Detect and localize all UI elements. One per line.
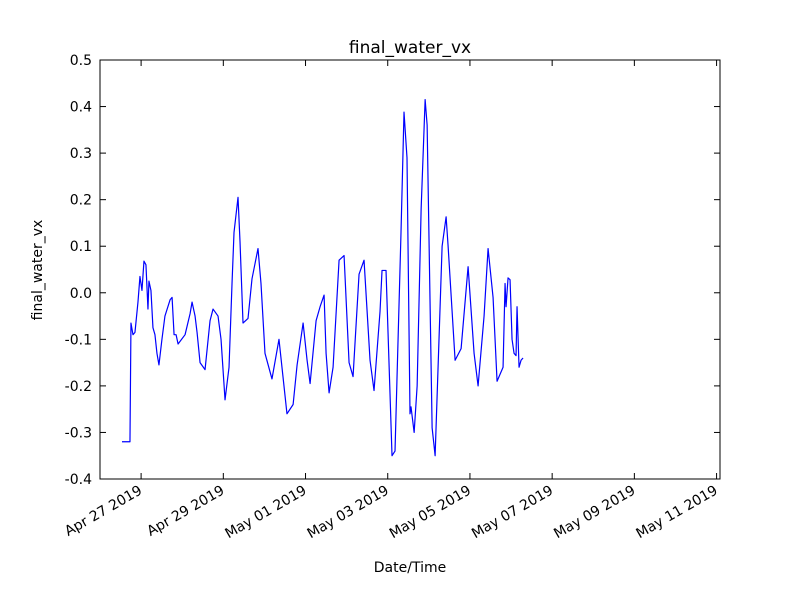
- x-axis-label: Date/Time: [374, 560, 446, 576]
- y-tick-label: 0.1: [70, 239, 92, 255]
- y-tick-label: -0.2: [65, 379, 92, 395]
- y-tick-label: 0.0: [70, 286, 92, 302]
- y-tick-label: 0.2: [70, 193, 92, 209]
- chart-title: final_water_vx: [349, 38, 471, 58]
- y-tick-label: 0.5: [70, 53, 92, 69]
- y-tick-label: -0.3: [65, 425, 92, 441]
- data-line: [121, 98, 524, 457]
- y-tick-label: 0.4: [70, 100, 92, 116]
- y-tick-label: -0.1: [65, 332, 92, 348]
- y-tick-label: -0.4: [65, 472, 92, 488]
- plot-frame: [99, 59, 721, 480]
- y-axis-label: final_water_vx: [30, 220, 46, 321]
- y-tick-label: 0.3: [70, 146, 92, 162]
